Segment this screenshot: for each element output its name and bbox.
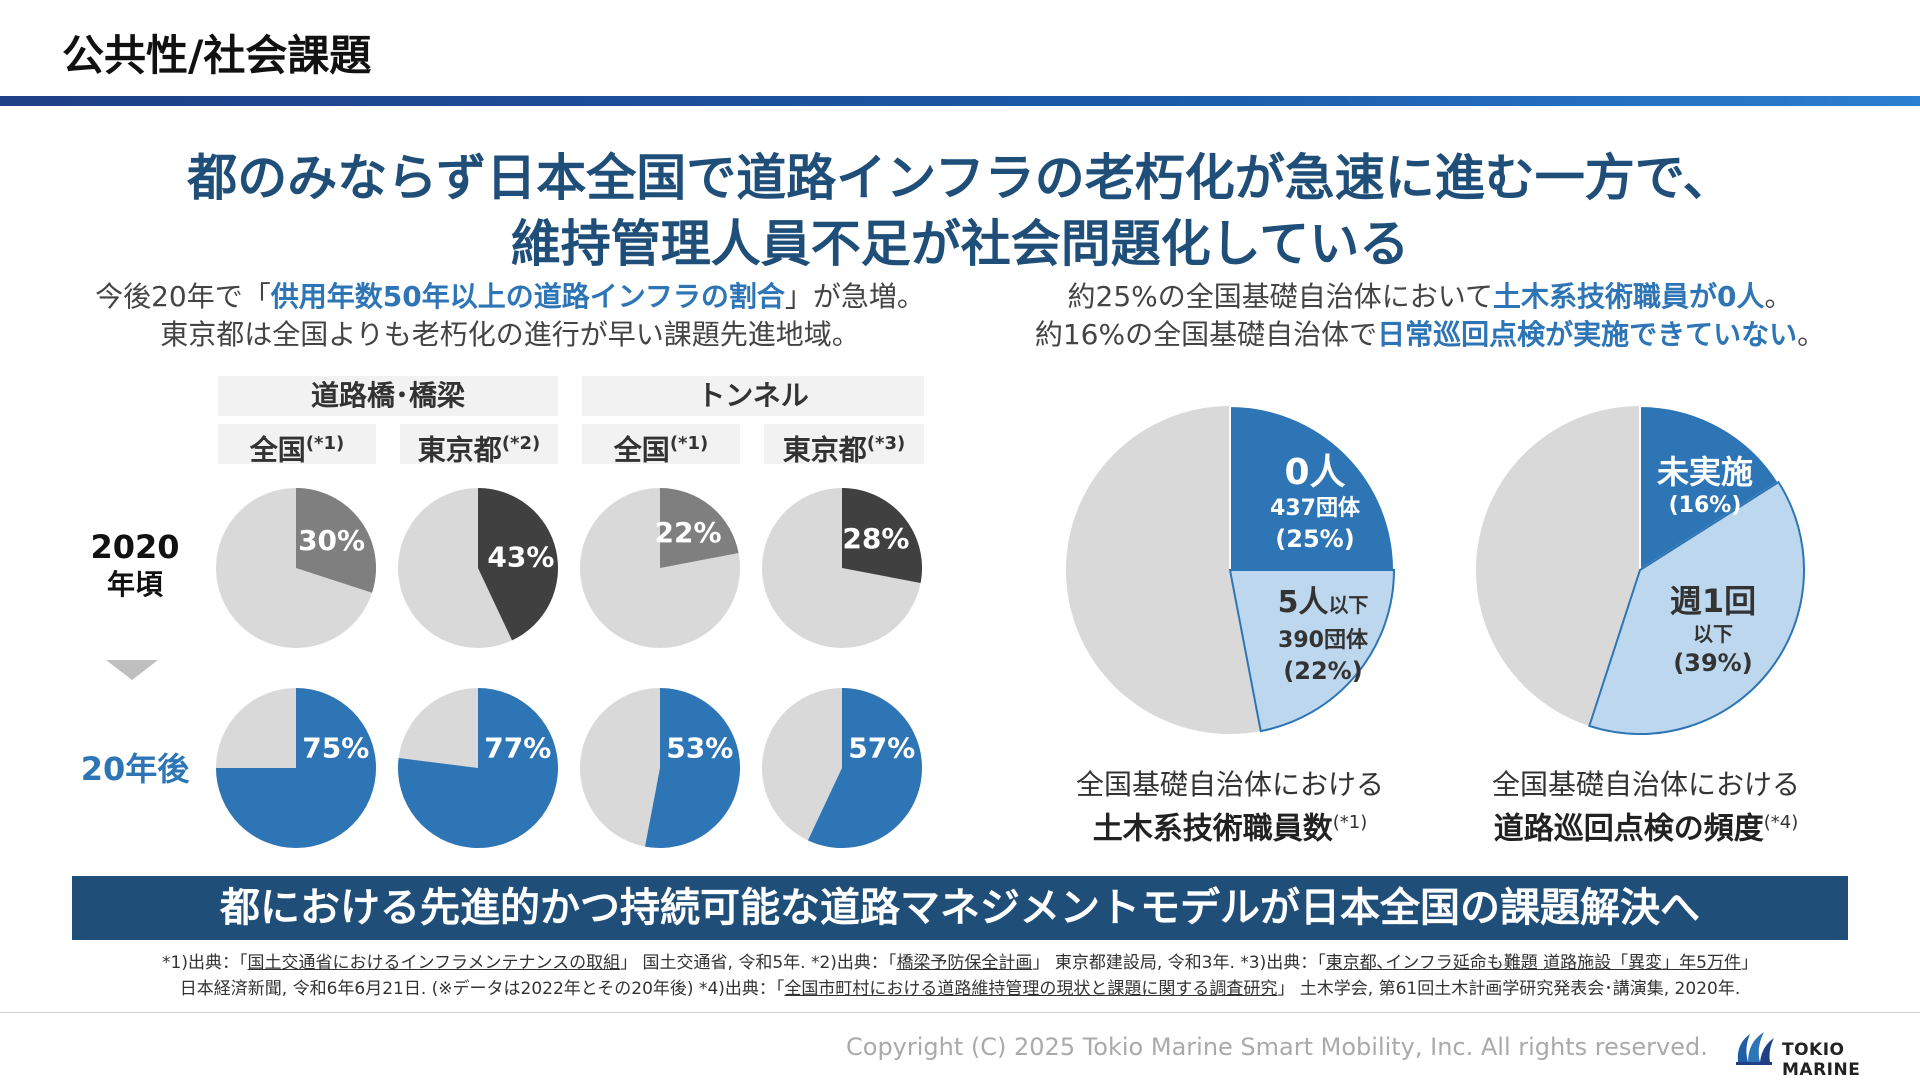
right-intro-highlight1: 土木系技術職員が0人: [1492, 280, 1765, 313]
source-link-1[interactable]: 国土交通省におけるインフラメンテナンスの取組: [247, 953, 621, 973]
pie-slice-20y-3: [807, 688, 923, 848]
footer-divider: [0, 1012, 1920, 1013]
conclusion-banner: 都における先進的かつ持続可能な道路マネジメントモデルが日本全国の課題解決へ: [72, 876, 1848, 940]
copyright-text: Copyright (C) 2025 Tokio Marine Smart Mo…: [846, 1033, 1708, 1061]
group-header-tunnels: トンネル: [582, 376, 924, 416]
big-pie-1-slice-1: [1229, 404, 1396, 571]
caption-patrol-frequency: 全国基礎自治体における 道路巡回点検の頻度(*4): [1491, 768, 1800, 847]
pie-label-20y-2: 53%: [666, 731, 733, 764]
left-intro-highlight: 供用年数50年以上の道路インフラの割合: [270, 280, 785, 313]
row-label-2020: 2020 年頃: [90, 528, 180, 601]
pie-label-2020-2: 22%: [655, 516, 722, 549]
pie-label-2020-3: 28%: [842, 522, 909, 555]
col-header-bridges-tokyo: 東京都(*2): [400, 424, 558, 466]
small-pies-chart: 30% 75% 43% 77% 22% 53% 28% 57%: [216, 488, 923, 848]
pie-label-2020-0: 30%: [298, 524, 365, 557]
pie-slice-20y-1: [398, 688, 558, 848]
source-link-4[interactable]: 全国市町村における道路維持管理の現状と課題に関する調査研究: [784, 979, 1278, 999]
pie2-slice2-label: 週1回 以下 (39%): [1669, 582, 1757, 677]
headline-line2: 維持管理人員不足が社会問題化している: [510, 215, 1410, 273]
row-label-20-years-later: 20年後: [80, 750, 190, 788]
pie-slice-2020-3: [842, 488, 923, 583]
pie-slice-20y-0: [216, 688, 376, 848]
group-header-bridges: 道路橋･橋梁: [218, 376, 558, 416]
footnotes: *1)出典：「国土交通省におけるインフラメンテナンスの取組」 国土交通省, 令和…: [162, 953, 1758, 999]
pie2-slice1-label: 未実施 (16%): [1656, 453, 1753, 518]
pie-label-20y-1: 77%: [484, 731, 551, 764]
source-link-3[interactable]: 東京都､インフラ延命も難題 道路施設「異変」年5万件: [1325, 953, 1741, 973]
staff-count-pie: [1066, 404, 1396, 734]
pie1-slice1-label: 0人 437団体 (25%): [1270, 452, 1360, 553]
col-header-bridges-national: 全国(*1): [218, 424, 376, 466]
col-header-tunnels-national: 全国(*1): [582, 424, 740, 466]
headline-line1: 都のみならず日本全国で道路インフラの老朽化が急速に進む一方で、: [187, 149, 1733, 207]
col-header-tunnels-tokyo: 東京都(*3): [764, 424, 924, 466]
pie1-slice2-label: 5人以下 390団体 (22%): [1277, 585, 1369, 685]
pie-label-20y-3: 57%: [848, 731, 915, 764]
right-intro: 約25%の全国基礎自治体において土木系技術職員が0人。 約16%の全国基礎自治体…: [1034, 280, 1826, 351]
big-pie-2-slice-1: [1639, 404, 1780, 572]
big-pie-2-slice-2: [1588, 480, 1805, 735]
patrol-frequency-pie: [1476, 404, 1805, 735]
big-pie-1-slice-2: [1228, 569, 1396, 733]
source-link-2[interactable]: 橋梁予防保全計画: [896, 953, 1033, 973]
pie-label-2020-1: 43%: [487, 540, 554, 573]
pie-slice-2020-0: [296, 488, 376, 593]
page-title: 公共性/社会課題: [62, 31, 372, 80]
tokio-marine-logo-icon: [1736, 1032, 1774, 1065]
pie-label-20y-0: 75%: [302, 731, 369, 764]
right-intro-highlight2: 日常巡回点検が実施できていない: [1377, 318, 1798, 351]
pie-slice-20y-2: [645, 688, 740, 848]
left-intro: 今後20年で「供用年数50年以上の道路インフラの割合」が急増。 東京都は全国より…: [95, 280, 925, 351]
down-arrow-icon: [106, 660, 158, 680]
title-underline-bar: [0, 96, 1920, 106]
company-logo-text: TOKIO MARINE: [1782, 1040, 1861, 1080]
pie-slice-2020-2: [660, 488, 739, 568]
caption-staff-count: 全国基礎自治体における 土木系技術職員数(*1): [1075, 768, 1384, 847]
pie-slice-2020-1: [478, 488, 558, 641]
